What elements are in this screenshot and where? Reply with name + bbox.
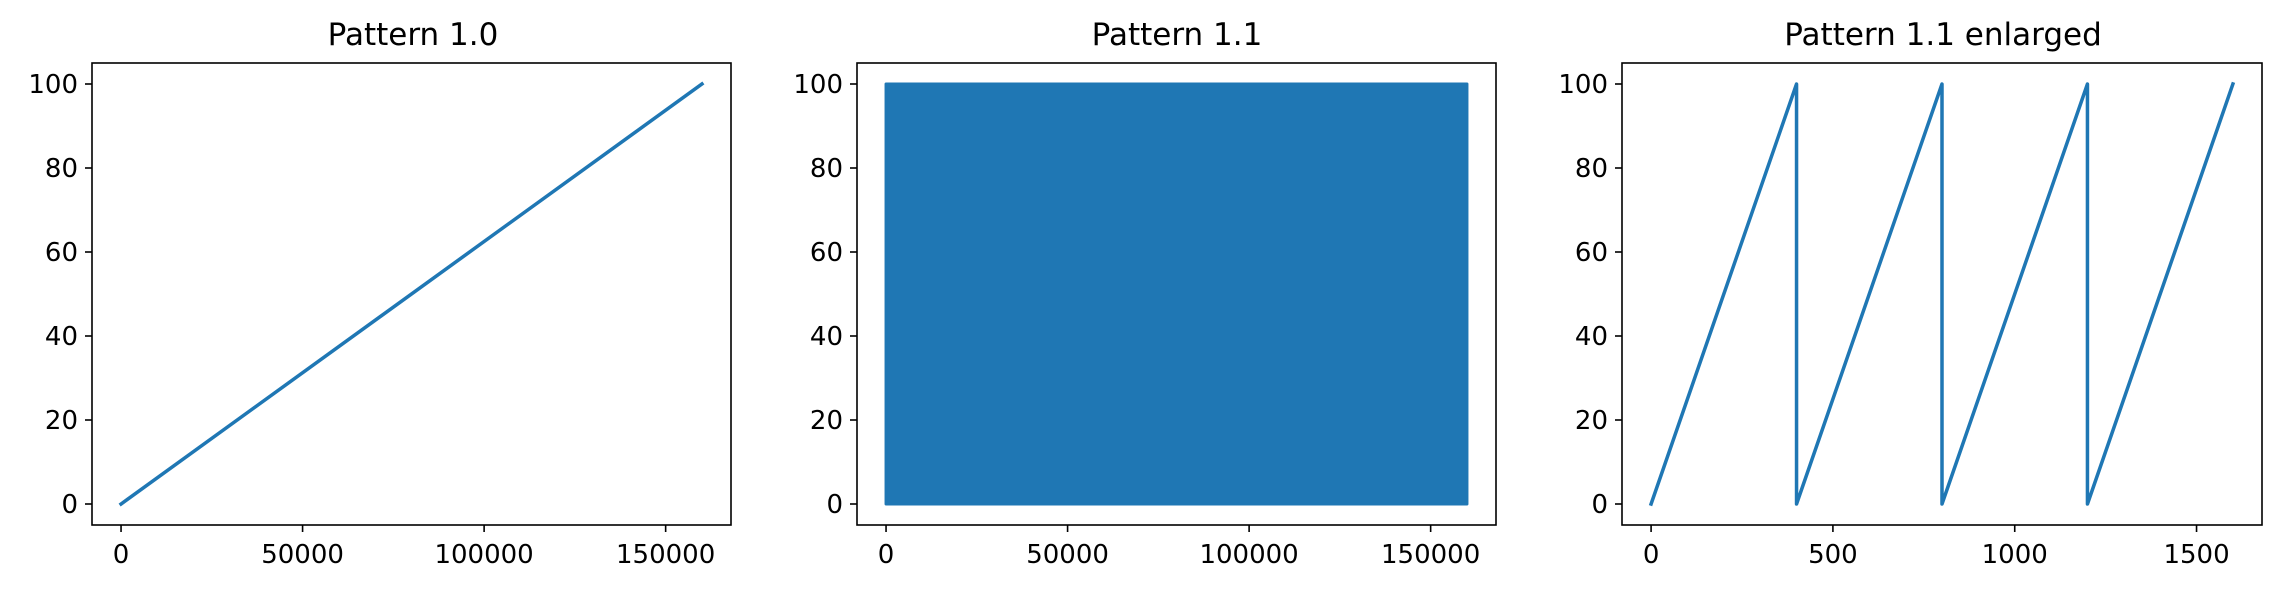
- y-tick-label: 40: [45, 322, 78, 352]
- x-tick-label: 50000: [1026, 540, 1109, 570]
- y-tick-label: 20: [810, 406, 843, 436]
- y-tick-label: 60: [45, 238, 78, 268]
- chart-title: Pattern 1.1 enlarged: [1784, 17, 2102, 53]
- x-tick-label: 50000: [261, 540, 344, 570]
- series-line: [118, 81, 705, 507]
- x-tick-label: 0: [878, 540, 895, 570]
- x-tick-label: 1000: [1982, 540, 2048, 570]
- x-tick-label: 100000: [1199, 540, 1298, 570]
- chart-panel-pattern-1-0: Pattern 1.0 0 50000 100000 150000 0 20 40 60 80 1…: [28, 17, 732, 570]
- x-tick-label: 0: [113, 540, 130, 570]
- axes-frame: [91, 62, 732, 526]
- y-tick-label: 100: [28, 70, 78, 100]
- y-tick-label: 20: [1575, 406, 1608, 436]
- y-tick-label: 60: [810, 238, 843, 268]
- chart-title: Pattern 1.0: [328, 17, 499, 53]
- axes-frame: [856, 62, 1497, 526]
- y-tick-label: 40: [1575, 322, 1608, 352]
- x-tick-label: 100000: [434, 540, 533, 570]
- chart-panel-pattern-1-1-enlarged: Pattern 1.1 enlarged 0 500 1000 1500 0 20 40 60…: [1558, 17, 2263, 570]
- series-band: [884, 82, 1469, 506]
- y-tick-label: 0: [826, 490, 843, 520]
- x-tick-label: 500: [1808, 540, 1858, 570]
- x-tick-label: 0: [1643, 540, 1660, 570]
- series-line: [1648, 81, 2236, 507]
- axes-frame: [1621, 62, 2263, 526]
- x-tick-label: 1500: [2163, 540, 2229, 570]
- y-tick-label: 100: [793, 70, 843, 100]
- chart-panel-pattern-1-1: Pattern 1.1 0 50000 100000 150000 0 20 40 60 80 1…: [793, 17, 1497, 570]
- x-tick-label: 150000: [1381, 540, 1480, 570]
- y-tick-label: 0: [61, 490, 78, 520]
- y-tick-label: 80: [45, 154, 78, 184]
- y-tick-label: 20: [45, 406, 78, 436]
- x-tick-label: 150000: [616, 540, 715, 570]
- y-tick-label: 40: [810, 322, 843, 352]
- y-tick-label: 80: [810, 154, 843, 184]
- y-tick-label: 60: [1575, 238, 1608, 268]
- y-tick-label: 80: [1575, 154, 1608, 184]
- y-tick-label: 0: [1591, 490, 1608, 520]
- chart-title: Pattern 1.1: [1092, 17, 1263, 53]
- y-tick-label: 100: [1558, 70, 1608, 100]
